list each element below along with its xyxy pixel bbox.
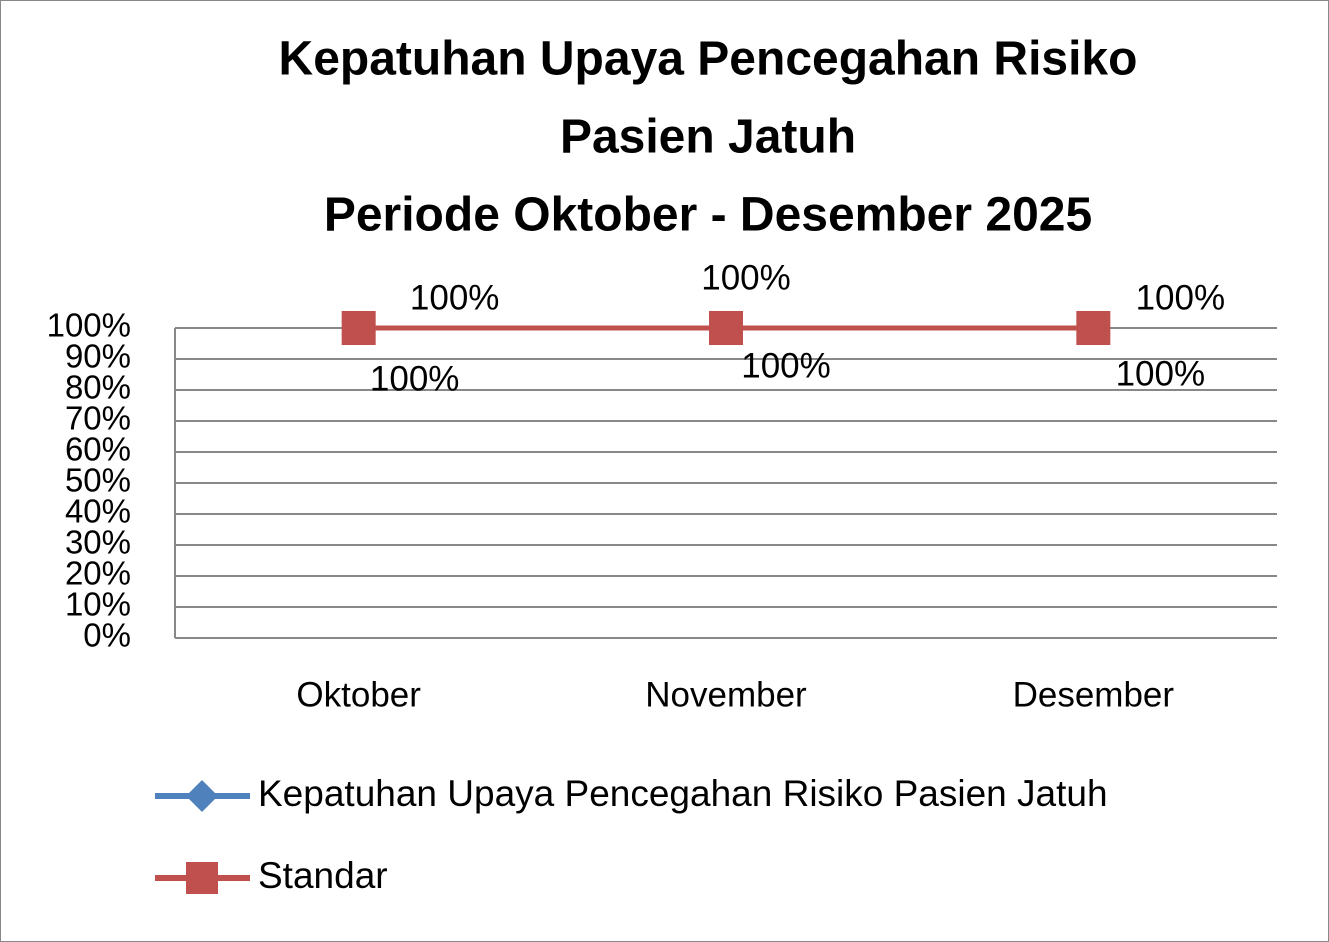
data-point [341,311,376,345]
y-tick-label: 80% [65,369,131,406]
x-tick-label: Oktober [296,675,421,714]
legend-label: Kepatuhan Upaya Pencegahan Risiko Pasien… [258,773,1108,814]
y-tick-label: 70% [65,400,131,437]
y-tick-label: 30% [65,524,131,561]
y-tick-label: 60% [65,431,131,468]
y-tick-label: 40% [65,493,131,530]
x-tick-label: November [645,675,807,714]
data-label: 100% [1136,278,1226,317]
data-label: 100% [410,278,500,317]
y-tick-label: 0% [83,617,131,654]
x-tick-label: Desember [1013,675,1175,714]
chart-title: Pasien Jatuh [560,111,856,164]
legend-marker [186,780,218,812]
chart-title: Kepatuhan Upaya Pencegahan Risiko [279,33,1138,86]
data-point [709,311,743,345]
y-tick-label: 50% [65,462,131,499]
data-label: 100% [701,258,791,297]
legend-label: Standar [258,855,388,896]
chart-title: Periode Oktober - Desember 2025 [324,189,1092,242]
y-tick-label: 20% [65,555,131,592]
y-tick-label: 10% [65,586,131,623]
data-label: 100% [370,359,460,398]
legend-marker [186,862,218,894]
data-label: 100% [1116,354,1206,393]
data-label: 100% [741,346,831,385]
y-tick-label: 90% [65,338,131,375]
data-point [1076,311,1111,345]
y-tick-label: 100% [47,307,131,344]
